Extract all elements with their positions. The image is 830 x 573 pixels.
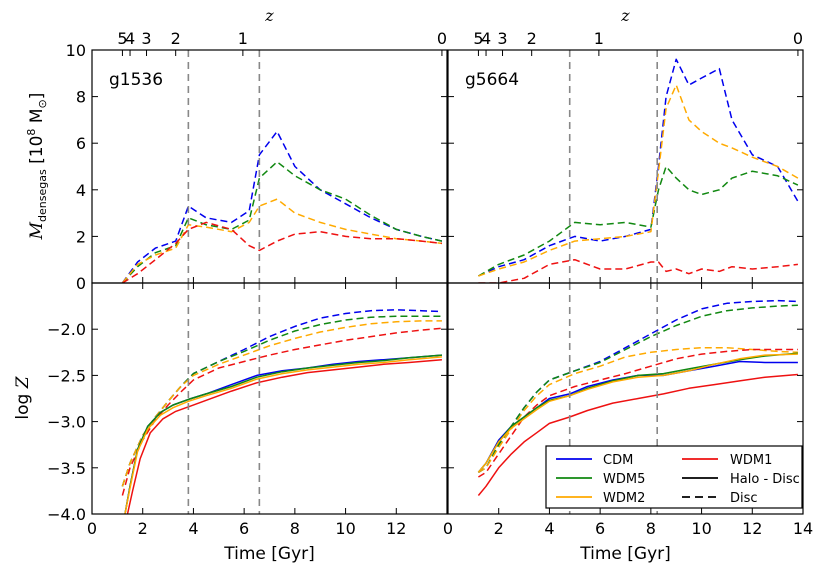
top-y-axis-label: Mdensegas [108 M⊙] — [25, 93, 49, 241]
label-part: Z — [13, 375, 33, 389]
z-tick-label: 3 — [141, 29, 151, 48]
x-tick-label: 0 — [443, 519, 453, 538]
series-wdm1-dashed — [478, 258, 798, 283]
series-wdm5-dashed — [121, 315, 442, 487]
series-wdm1-dashed — [121, 327, 442, 496]
z-tick-label: 0 — [437, 29, 447, 48]
series-wdm2-dashed — [478, 84, 799, 277]
z-tick-label: 2 — [171, 29, 181, 48]
legend-label: CDM — [603, 453, 633, 468]
series-cdm-dashed — [478, 58, 799, 277]
label-part: M — [27, 221, 47, 240]
label-part: [10 — [27, 136, 47, 170]
z-axis-label: z — [620, 6, 630, 25]
series-wdm5-dashed — [478, 165, 799, 277]
top-series-group — [121, 130, 443, 283]
bottom-series-group — [477, 299, 798, 496]
series-wdm2-dashed — [121, 198, 442, 283]
legend-label: WDM1 — [730, 453, 772, 468]
z-tick-label: 0 — [793, 29, 803, 48]
legend-label: WDM2 — [603, 491, 645, 506]
y-tick-label: −2.5 — [47, 366, 86, 385]
label-part: ⊙ — [36, 99, 49, 108]
x-tick-label: 8 — [290, 519, 300, 538]
x-tick-label: 14 — [793, 519, 813, 538]
series-wdm1-solid — [126, 358, 442, 514]
legend: CDM WDM1 WDM5 Halo - Disc WDM2 Disc — [545, 445, 803, 509]
y-tick-label: 0 — [76, 274, 86, 293]
label-part: densegas — [36, 169, 49, 222]
legend-label: Halo - Disc — [730, 472, 800, 487]
x-tick-label: 10 — [335, 519, 355, 538]
top-subplot-g5664 — [447, 49, 804, 284]
x-tick-label: 6 — [239, 519, 249, 538]
z-axis-label: z — [264, 6, 274, 25]
y-tick-label: 10 — [66, 41, 86, 60]
z-tick-label: 1 — [594, 29, 604, 48]
bottom-y-axis-label: log Z — [13, 375, 33, 419]
x-tick-label: 12 — [742, 519, 762, 538]
x-tick-label: 2 — [138, 519, 148, 538]
bottom-subplot-g5664 — [447, 282, 804, 515]
x-axis-label: Time [Gyr] — [579, 544, 671, 564]
label-part: 8 — [25, 129, 38, 136]
y-tick-label: −3.5 — [47, 459, 86, 478]
x-tick-label: 0 — [87, 519, 97, 538]
z-tick-label: 1 — [238, 29, 248, 48]
x-tick-label: 4 — [188, 519, 198, 538]
legend-label: WDM5 — [603, 472, 645, 487]
z-tick-label: 2 — [527, 29, 537, 48]
legend-label: Disc — [730, 491, 758, 506]
panel-name-g5664: g5664 — [465, 70, 519, 90]
y-tick-label: −3.0 — [47, 413, 86, 432]
series-wdm2-dashed — [478, 346, 798, 474]
x-axis-label: Time [Gyr] — [223, 544, 315, 564]
x-tick-label: 10 — [691, 519, 711, 538]
x-tick-label: 2 — [494, 519, 504, 538]
bottom-frame — [91, 282, 448, 515]
series-wdm2-solid — [477, 353, 798, 473]
series-wdm1-dashed — [122, 221, 442, 283]
series-wdm5-dashed — [121, 161, 443, 283]
top-series-group — [478, 58, 799, 283]
y-tick-label: −2.0 — [47, 320, 86, 339]
y-tick-label: 8 — [76, 88, 86, 107]
series-wdm5-solid — [124, 354, 442, 514]
y-tick-label: 4 — [76, 181, 86, 200]
series-wdm1-solid — [477, 373, 798, 496]
x-tick-label: 12 — [386, 519, 406, 538]
panel-name-g1536: g1536 — [109, 70, 163, 90]
x-tick-label: 6 — [595, 519, 605, 538]
y-tick-label: 2 — [76, 227, 86, 246]
series-cdm-solid — [124, 354, 442, 514]
series-wdm2-solid — [124, 356, 442, 514]
label-part: ] — [27, 93, 47, 100]
z-tick-label: 4 — [125, 29, 135, 48]
z-tick-label: 5 — [117, 29, 127, 48]
bottom-subplot-g1536: −4.0 −3.5 −3.0 −2.5 −2.0 — [47, 282, 448, 524]
label-part: log — [13, 388, 33, 419]
z-tick-label: 5 — [473, 29, 483, 48]
z-tick-label: 4 — [481, 29, 491, 48]
series-cdm-dashed — [121, 130, 443, 283]
x-tick-label: 8 — [646, 519, 656, 538]
label-part: M — [27, 109, 47, 129]
bottom-series-group — [121, 309, 442, 514]
y-tick-label: 6 — [76, 134, 86, 153]
z-tick-label: 3 — [497, 29, 507, 48]
bottom-frame — [447, 282, 804, 515]
y-tick-label: −4.0 — [47, 505, 86, 524]
series-wdm1-dashed — [478, 348, 798, 478]
x-tick-label: 4 — [544, 519, 554, 538]
